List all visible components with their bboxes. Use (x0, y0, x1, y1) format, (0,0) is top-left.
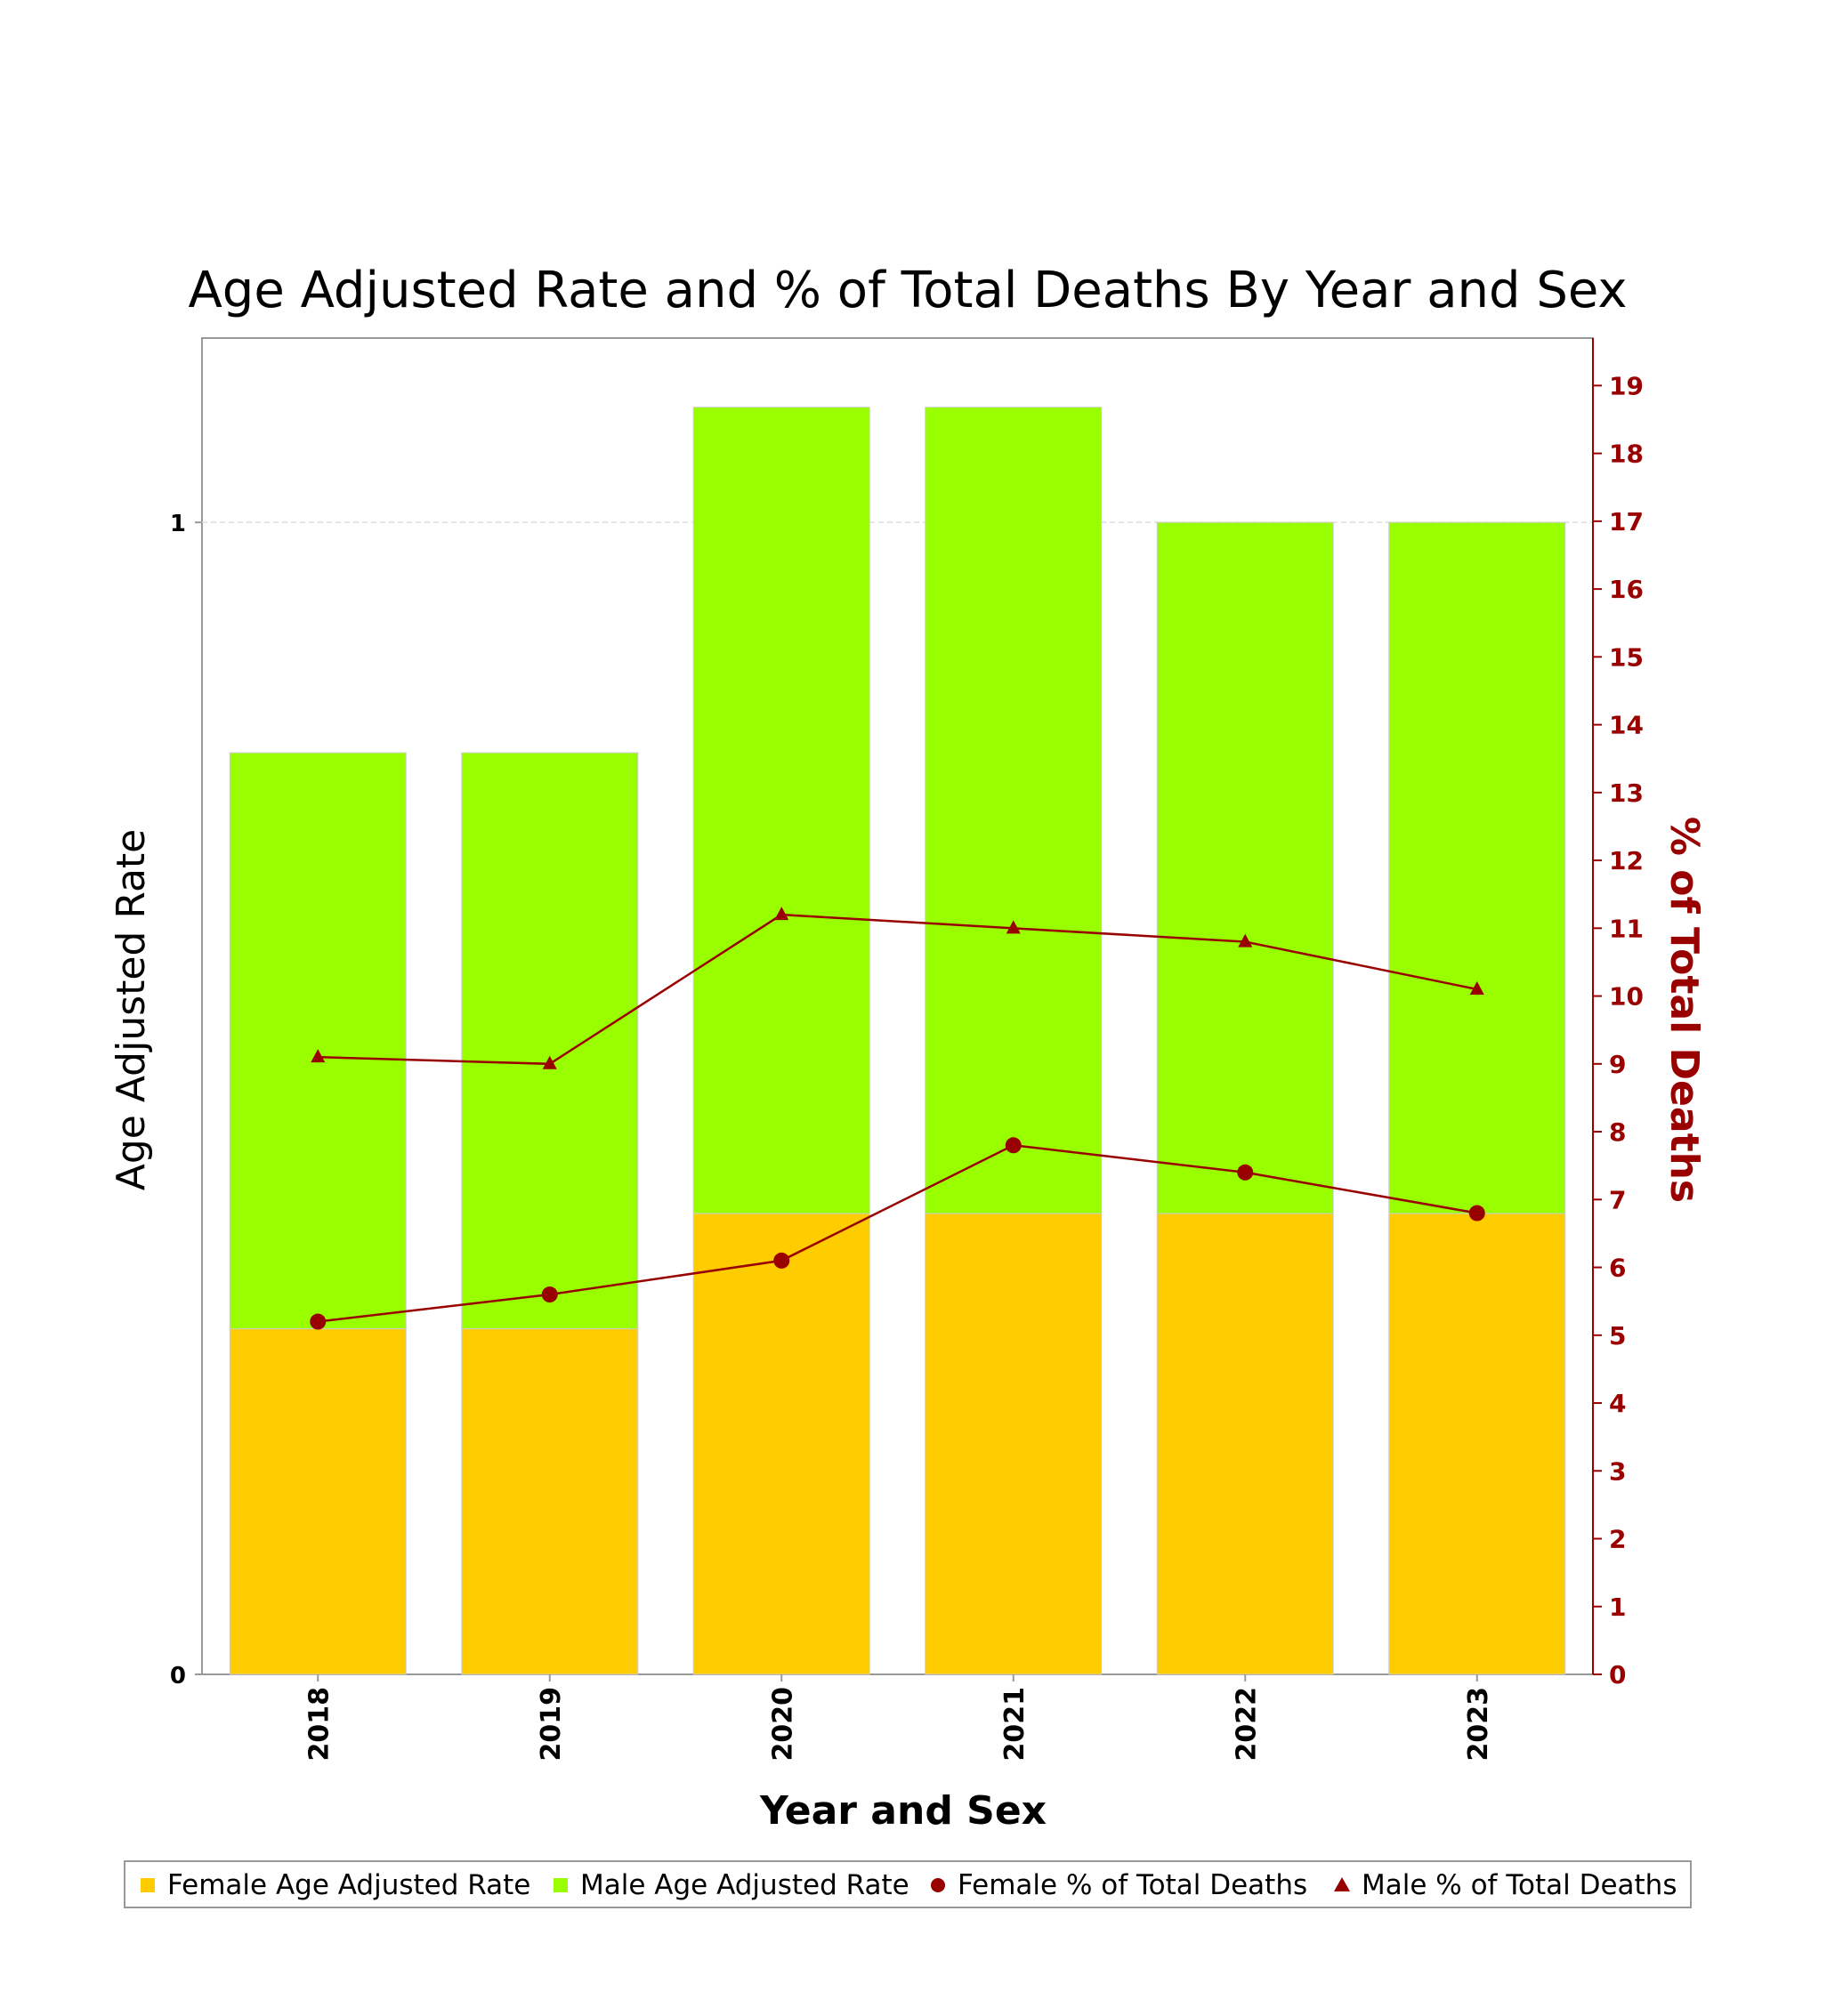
chart-title: Age Adjusted Rate and % of Total Deaths … (188, 262, 1627, 319)
point-female-pct-2020 (773, 1252, 790, 1269)
y2-tick-label: 8 (1609, 1117, 1626, 1147)
y2-tick-label: 5 (1609, 1321, 1626, 1351)
legend-swatch-male-rate (554, 1878, 568, 1892)
point-male-pct-2020 (774, 907, 789, 921)
bar-female-2018 (229, 1328, 407, 1675)
line-male-pct (318, 913, 1478, 1066)
legend-label-female-rate: Female Age Adjusted Rate (167, 1869, 530, 1901)
y2-tick-label: 9 (1609, 1050, 1626, 1079)
legend-marker-female-pct (931, 1878, 945, 1892)
legend-label-male-pct: Male % of Total Deaths (1362, 1869, 1677, 1901)
point-male-pct-2022 (1238, 933, 1253, 948)
y-tick-label: 0 (170, 1663, 186, 1689)
x-tick-label: 2018 (303, 1687, 335, 1762)
bar-male-2019 (461, 752, 639, 1330)
bar-female-2022 (1156, 1213, 1334, 1675)
legend-box (124, 1860, 1692, 1908)
y2-tick-label: 6 (1609, 1254, 1626, 1283)
point-female-pct-2021 (1005, 1137, 1022, 1154)
point-female-pct-2018 (310, 1313, 327, 1330)
y2-tick-label: 18 (1609, 439, 1644, 469)
x-tick-label: 2023 (1463, 1687, 1494, 1762)
bar-male-2021 (925, 407, 1103, 1214)
y-axis-label: Age Adjusted Rate (109, 829, 154, 1191)
point-male-pct-2018 (311, 1049, 326, 1063)
bar-male-2022 (1156, 521, 1334, 1214)
legend-marker-male-pct (1334, 1877, 1350, 1891)
bar-female-2020 (692, 1213, 870, 1675)
y2-tick-label: 2 (1609, 1525, 1626, 1554)
y2-tick-label: 15 (1609, 642, 1644, 672)
y2-tick-label: 12 (1609, 846, 1644, 875)
y2-tick-label: 16 (1609, 575, 1644, 604)
y2-tick-label: 14 (1609, 711, 1644, 740)
point-female-pct-2023 (1468, 1205, 1485, 1222)
x-axis-label: Year and Sex (759, 1788, 1047, 1834)
x-tick-label: 2019 (536, 1687, 567, 1762)
legend: Female Age Adjusted Rate Male Age Adjust… (124, 1860, 1692, 1908)
y2-tick-label: 4 (1609, 1389, 1626, 1418)
bar-female-2021 (925, 1213, 1103, 1675)
point-female-pct-2019 (541, 1286, 558, 1303)
bar-male-2020 (692, 407, 870, 1214)
bar-male-2023 (1388, 521, 1566, 1214)
point-male-pct-2021 (1006, 920, 1021, 934)
x-tick-label: 2021 (999, 1687, 1031, 1762)
y2-tick-label: 7 (1609, 1185, 1626, 1214)
legend-label-female-pct: Female % of Total Deaths (958, 1869, 1307, 1901)
y2-tick-label: 11 (1609, 914, 1644, 943)
point-male-pct-2023 (1469, 980, 1484, 995)
y2-tick-label: 10 (1609, 982, 1644, 1012)
y2-tick-label: 13 (1609, 778, 1644, 808)
plot-frame (201, 337, 1594, 1675)
legend-label-male-rate: Male Age Adjusted Rate (580, 1869, 909, 1901)
point-female-pct-2022 (1237, 1164, 1254, 1181)
bar-male-2018 (229, 752, 407, 1330)
y2-tick-label: 1 (1609, 1593, 1626, 1622)
y2-tick-label: 3 (1609, 1456, 1626, 1486)
y2-tick-label: 19 (1609, 371, 1644, 400)
x-tick-label: 2020 (767, 1687, 798, 1762)
y2-axis-label: % of Total Deaths (1661, 817, 1707, 1203)
y2-tick-label: 17 (1609, 507, 1644, 536)
y2-tick-label: 0 (1609, 1660, 1626, 1689)
y-tick-label: 1 (170, 511, 186, 537)
point-male-pct-2019 (542, 1055, 557, 1069)
line-female-pct (318, 1144, 1477, 1323)
bar-female-2023 (1388, 1213, 1566, 1675)
x-tick-label: 2022 (1231, 1687, 1262, 1762)
bar-female-2019 (461, 1328, 639, 1675)
legend-swatch-female-rate (141, 1878, 155, 1892)
